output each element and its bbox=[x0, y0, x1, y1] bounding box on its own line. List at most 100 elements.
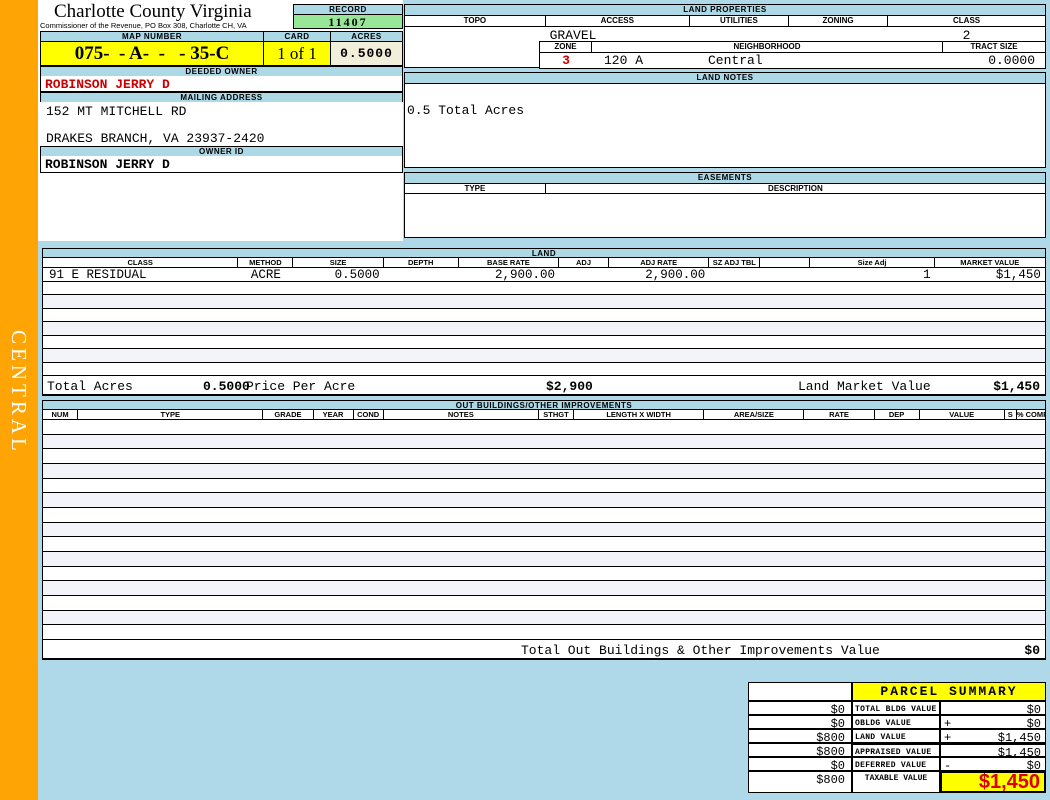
land-properties-section: LAND PROPERTIES TOPO ACCESS UTILITIES ZO… bbox=[404, 4, 1046, 69]
zone-table-values: 3 120 A Central 0.0000 bbox=[540, 53, 1045, 68]
empty-row bbox=[43, 566, 1045, 582]
land-market-value: $1,450 bbox=[995, 267, 1041, 282]
deferred-value-cell: - $0 bbox=[940, 757, 1046, 771]
land-value-op: + bbox=[944, 731, 952, 743]
owner-panel: Charlotte County Virginia Commissioner o… bbox=[38, 0, 403, 241]
card-value: 1 of 1 bbox=[263, 41, 330, 66]
obldg-value-cell: + $0 bbox=[940, 715, 1046, 729]
col-adj: ADJ bbox=[559, 258, 610, 267]
land-market-value-label: Land Market Value bbox=[798, 379, 931, 394]
col-class: CLASS bbox=[43, 258, 239, 267]
out-buildings-total-value: $0 bbox=[1024, 643, 1040, 658]
col-grade: GRADE bbox=[263, 410, 314, 419]
commissioner-line: Commissioner of the Revenue, PO Box 308,… bbox=[40, 21, 247, 30]
land-size-adj: 1 bbox=[923, 267, 931, 282]
taxable-label: TAXABLE VALUE bbox=[852, 771, 940, 793]
access-label: ACCESS bbox=[546, 16, 690, 26]
utilities-label: UTILITIES bbox=[690, 16, 789, 26]
empty-row bbox=[43, 610, 1045, 626]
easement-description-label: DESCRIPTION bbox=[768, 184, 823, 193]
land-properties-values: GRAVEL 2 bbox=[405, 27, 1045, 43]
col-method: METHOD bbox=[238, 258, 294, 267]
class-value: 2 bbox=[962, 28, 971, 43]
col-dep: DEP bbox=[875, 410, 920, 419]
col-blank bbox=[760, 258, 811, 267]
land-properties-title: LAND PROPERTIES bbox=[405, 5, 1045, 16]
land-note-text: 0.5 Total Acres bbox=[407, 103, 525, 118]
district-label: CENTRAL bbox=[7, 330, 31, 455]
deferred-op: - bbox=[944, 759, 952, 771]
empty-row bbox=[43, 464, 1045, 479]
owner-id-value: ROBINSON JERRY D bbox=[40, 156, 403, 173]
empty-row bbox=[43, 478, 1045, 494]
neighborhood-label: NEIGHBORHOOD bbox=[592, 42, 943, 52]
land-table-title: LAND bbox=[43, 248, 1045, 258]
land-size: 0.5000 bbox=[334, 267, 380, 282]
out-buildings-title: OUT BUILDINGS/OTHER IMPROVEMENTS bbox=[43, 400, 1045, 410]
empty-row bbox=[43, 537, 1045, 553]
total-bldg-value-cell: $0 bbox=[940, 701, 1046, 715]
col-pct-comp: % COMP bbox=[1016, 410, 1045, 419]
deeded-owner-value: ROBINSON JERRY D bbox=[40, 76, 403, 92]
empty-row bbox=[43, 552, 1045, 567]
appraised-value-cell: $1,450 bbox=[940, 743, 1046, 757]
empty-row bbox=[43, 522, 1045, 538]
col-value: VALUE bbox=[920, 410, 1005, 419]
prior-land: $800 bbox=[748, 729, 852, 743]
deferred-value: $0 bbox=[1026, 759, 1041, 771]
class-label: CLASS bbox=[953, 16, 981, 25]
out-buildings-table: OUT BUILDINGS/OTHER IMPROVEMENTS NUM TYP… bbox=[42, 400, 1046, 660]
tract-size-value: 0.0000 bbox=[988, 53, 1035, 68]
record-box: RECORD 11407 bbox=[293, 4, 403, 29]
col-area-size: AREA/SIZE bbox=[704, 410, 805, 419]
empty-row bbox=[43, 493, 1045, 509]
acres-value: 0.5000 bbox=[330, 41, 403, 66]
record-label: RECORD bbox=[293, 4, 403, 15]
land-notes-section: LAND NOTES 0.5 Total Acres bbox=[404, 72, 1046, 168]
taxable-value: $1,450 bbox=[940, 771, 1046, 793]
easement-type-label: TYPE bbox=[405, 184, 546, 193]
obldg-value: $0 bbox=[1026, 717, 1041, 729]
zoning-label: ZONING bbox=[789, 16, 889, 26]
out-buildings-empty-rows bbox=[43, 420, 1045, 641]
land-totals-row: Total Acres 0.5000 Price Per Acre $2,900… bbox=[43, 376, 1045, 396]
col-size-adj: Size Adj bbox=[810, 258, 935, 267]
empty-row bbox=[43, 434, 1045, 450]
col-year: YEAR bbox=[314, 410, 354, 419]
price-per-acre-label: Price Per Acre bbox=[246, 379, 356, 394]
prior-total-bldg: $0 bbox=[748, 701, 852, 715]
empty-row bbox=[43, 508, 1045, 523]
col-base-rate: BASE RATE bbox=[459, 258, 559, 267]
tract-size-label: TRACT SIZE bbox=[970, 42, 1018, 51]
total-acres-label: Total Acres bbox=[47, 379, 133, 394]
map-number-value: 075- - A- - - 35-C bbox=[40, 41, 263, 66]
county-title: Charlotte County Virginia bbox=[54, 1, 252, 22]
empty-row bbox=[43, 349, 1045, 363]
out-buildings-total-row: Total Out Buildings & Other Improvements… bbox=[43, 640, 1045, 660]
col-s: S bbox=[1005, 410, 1017, 419]
land-value-cell: + $1,450 bbox=[940, 729, 1046, 743]
out-buildings-headers: NUM TYPE GRADE YEAR COND NOTES STHGT LEN… bbox=[43, 410, 1045, 420]
neighborhood-code: 120 A bbox=[604, 53, 644, 68]
parcel-summary-title: PARCEL SUMMARY bbox=[852, 682, 1046, 701]
zone-table-headers: ZONE NEIGHBORHOOD TRACT SIZE bbox=[540, 42, 1045, 53]
col-size: SIZE bbox=[293, 258, 384, 267]
col-depth: DEPTH bbox=[384, 258, 459, 267]
obldg-op: + bbox=[944, 717, 952, 729]
prior-deferred: $0 bbox=[748, 757, 852, 771]
col-notes: NOTES bbox=[384, 410, 539, 419]
total-bldg-label: TOTAL BLDG VALUE bbox=[852, 701, 940, 715]
empty-row bbox=[43, 295, 1045, 309]
address-line-1: 152 MT MITCHELL RD bbox=[46, 104, 187, 119]
appraised-label: APPRAISED VALUE bbox=[852, 743, 940, 757]
land-value-label: LAND VALUE bbox=[852, 729, 940, 743]
col-sthgt: STHGT bbox=[539, 410, 574, 419]
appraised-value: $1,450 bbox=[997, 746, 1041, 757]
land-notes-title: LAND NOTES bbox=[405, 73, 1045, 84]
empty-row bbox=[43, 308, 1045, 323]
land-table: LAND CLASS METHOD SIZE DEPTH BASE RATE A… bbox=[42, 248, 1046, 396]
map-value-row: 075- - A- - - 35-C 1 of 1 0.5000 bbox=[40, 41, 403, 66]
land-empty-rows bbox=[43, 282, 1045, 376]
col-length-width: LENGTH X WIDTH bbox=[574, 410, 705, 419]
empty-row bbox=[43, 596, 1045, 611]
